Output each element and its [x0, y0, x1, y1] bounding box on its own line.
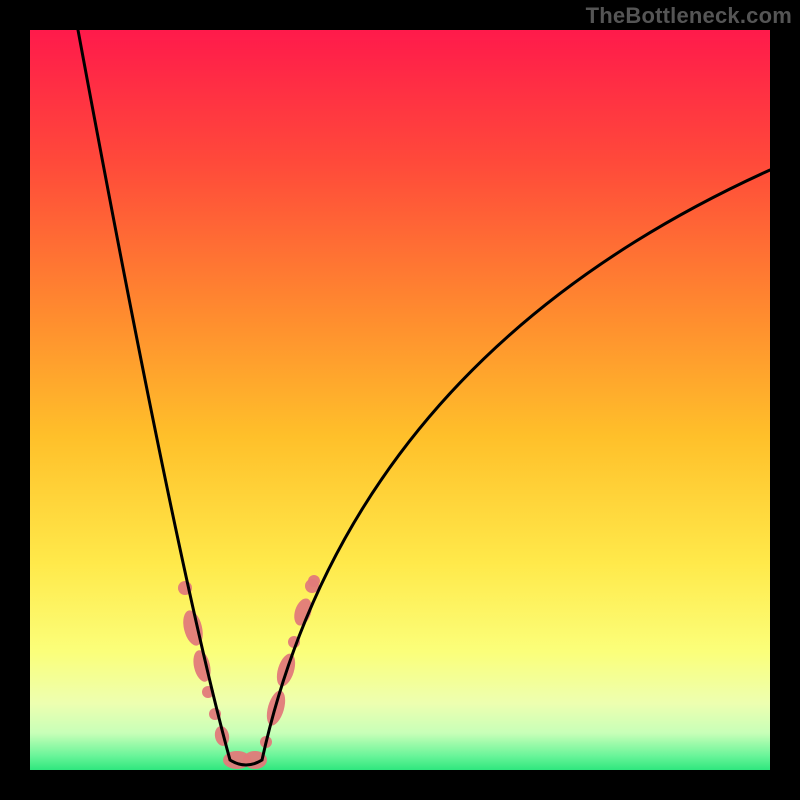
chart-frame: TheBottleneck.com: [0, 0, 800, 800]
bottleneck-curve: [30, 30, 770, 770]
v-curve-path: [78, 30, 770, 765]
plot-area: [30, 30, 770, 770]
data-marker: [308, 575, 320, 587]
watermark-text: TheBottleneck.com: [586, 3, 792, 29]
data-markers: [178, 575, 320, 769]
